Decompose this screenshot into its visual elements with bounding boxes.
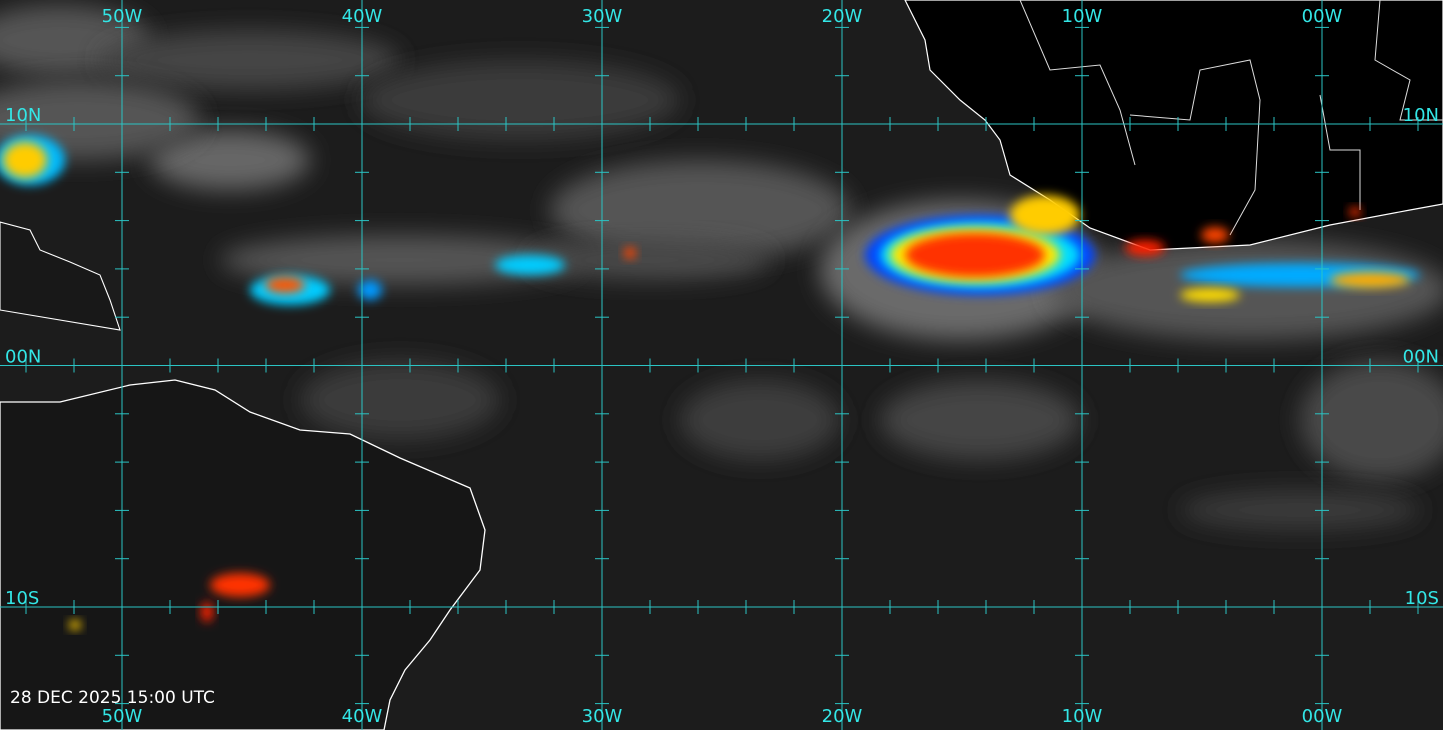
guiana-land [0,221,121,331]
longitude-label: 00W [1302,706,1343,727]
convection-cell [1201,227,1229,243]
convection-cell [1125,240,1165,256]
longitude-label: 20W [822,706,863,727]
convection-cell [265,277,305,293]
latitude-label: 10N [5,105,41,126]
latitude-label: 10S [1405,588,1439,609]
cloud [1300,360,1443,480]
latitude-label: 00N [1403,347,1439,368]
latitude-label: 10N [1403,105,1439,126]
longitude-label: 40W [342,6,383,27]
cloud [300,360,500,440]
longitude-label: 30W [582,706,623,727]
convection-cell [495,255,565,275]
longitude-label: 50W [102,6,143,27]
longitude-label: 50W [102,706,143,727]
cloud [530,240,770,280]
latitude-label: 10S [5,588,39,609]
south-america-land [0,379,486,730]
convection-cell [3,142,47,178]
longitude-label: 40W [342,706,383,727]
convection-cell [1180,288,1240,302]
cloud [150,130,310,190]
convection-cell [1010,195,1080,235]
convection-layer [0,135,1420,630]
longitude-label: 30W [582,6,623,27]
longitude-label: 00W [1302,6,1343,27]
cloud [880,380,1080,460]
cloud [1180,490,1420,530]
cloud [220,235,580,285]
grid-labels: 50W 50W 40W 40W 30W 30W 20W 20W 10W 10W 00W 00W 10N 1… [5,6,1439,727]
convection-cell [210,573,270,597]
borders [1019,0,1443,236]
cloud [1050,240,1443,340]
longitude-label: 20W [822,6,863,27]
convection-cell [1349,207,1361,217]
cloud [680,380,840,460]
convection-cell [1330,272,1410,288]
cloud [100,30,400,90]
convection-cell [624,247,636,259]
convection-cell [905,233,1045,277]
convection-cell [69,620,81,630]
longitude-label: 10W [1062,706,1103,727]
latitude-label: 00N [5,347,41,368]
longitude-label: 10W [1062,6,1103,27]
cloud [360,60,680,140]
timestamp: 28 DEC 2025 15:00 UTC [10,688,215,708]
convection-cell [358,280,382,300]
cloud [550,160,850,260]
convection-cell [201,602,213,622]
